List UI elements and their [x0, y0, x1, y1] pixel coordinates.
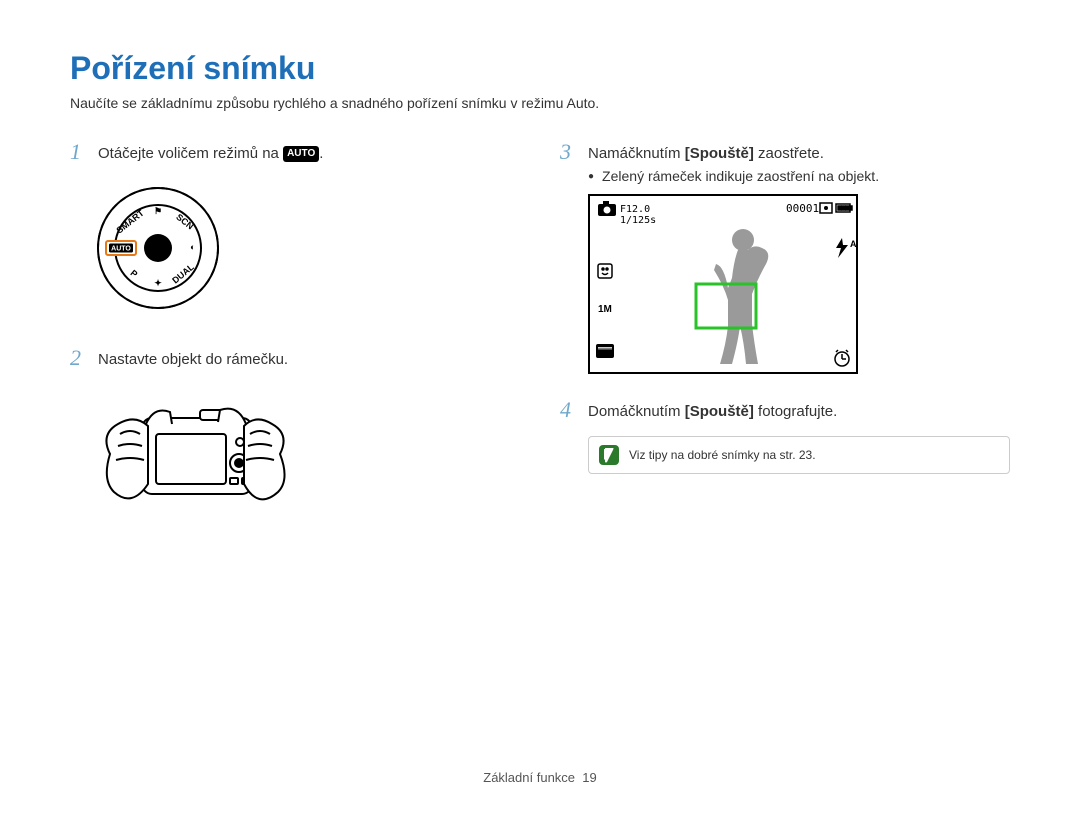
page-subtitle: Naučíte se základnímu způsobu rychlého a…: [70, 95, 1010, 111]
note-icon: [599, 445, 619, 465]
step-3-text: Namáčknutím [Spouště] zaostřete.: [588, 141, 824, 164]
step-4: 4 Domáčknutím [Spouště] fotografujte.: [560, 399, 1010, 474]
card-icon: [596, 344, 614, 358]
tip-note: Viz tipy na dobré snímky na str. 23.: [588, 436, 1010, 474]
step-2-text: Nastavte objekt do rámečku.: [98, 347, 288, 370]
step-number-1: 1: [70, 141, 88, 163]
svg-text:✦: ✦: [154, 278, 162, 288]
hands-camera-illustration: [80, 384, 520, 539]
mode-dial-illustration: ⚑ SCN ◐ DUAL ✦ P SMART AUTO: [88, 178, 520, 323]
step-4-text: Domáčknutím [Spouště] fotografujte.: [588, 399, 837, 422]
page-footer: Základní funkce 19: [0, 770, 1080, 785]
right-column: 3 Namáčknutím [Spouště] zaostřete. ● Zel…: [560, 141, 1010, 559]
lcd-mode: 1M: [598, 304, 612, 315]
lcd-counter: 00001: [786, 202, 819, 215]
svg-text:⚑: ⚑: [154, 206, 162, 216]
step-number-4: 4: [560, 399, 578, 421]
svg-text:A: A: [850, 239, 857, 249]
step-3-bullet: ● Zelený rámeček indikuje zaostření na o…: [588, 168, 1010, 186]
step-1: 1 Otáčejte voličem režimů na AUTO.: [70, 141, 520, 323]
step-number-2: 2: [70, 347, 88, 369]
lcd-preview-illustration: F12.0 1/125s 00001: [588, 194, 1010, 379]
step-number-3: 3: [560, 141, 578, 163]
lcd-fvalue: F12.0: [620, 204, 650, 215]
step-2: 2 Nastavte objekt do rámečku.: [70, 347, 520, 539]
step-3: 3 Namáčknutím [Spouště] zaostřete. ● Zel…: [560, 141, 1010, 379]
bullet-icon: ●: [588, 168, 594, 186]
svg-text:AUTO: AUTO: [111, 246, 131, 253]
svg-text:◐: ◐: [190, 242, 195, 252]
step-1-text: Otáčejte voličem režimů na AUTO.: [98, 141, 323, 164]
page-title: Pořízení snímku: [70, 50, 1010, 87]
auto-mode-badge: AUTO: [283, 146, 319, 162]
lcd-shutter: 1/125s: [620, 215, 656, 226]
left-column: 1 Otáčejte voličem režimů na AUTO.: [70, 141, 520, 559]
note-text: Viz tipy na dobré snímky na str. 23.: [629, 448, 816, 462]
